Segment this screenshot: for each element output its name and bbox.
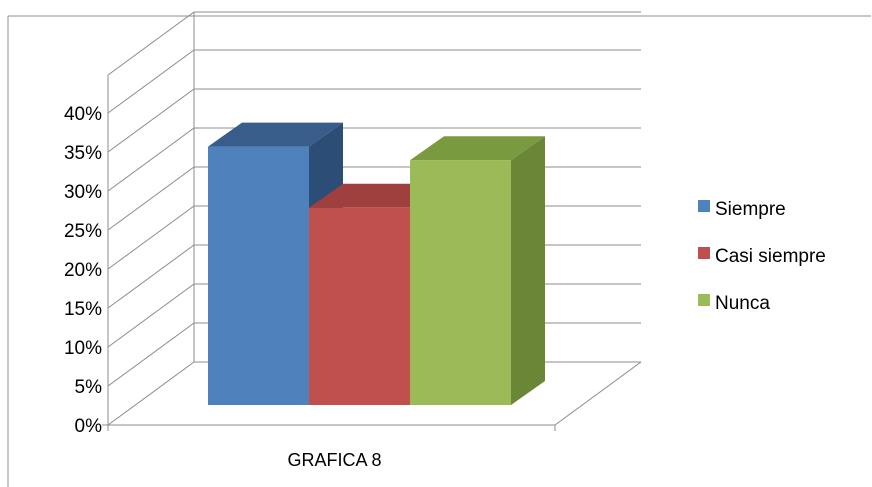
bar-front xyxy=(208,146,309,405)
bar-nunca xyxy=(410,136,545,405)
gridline-top xyxy=(107,11,641,76)
bar-front xyxy=(309,207,410,405)
y-tick-label: 20% xyxy=(64,260,102,281)
legend-item: Siempre xyxy=(698,199,786,220)
legend: Siempre Casi siempre Nunca xyxy=(698,199,826,314)
gridline xyxy=(107,49,641,114)
bar-top xyxy=(410,136,545,161)
x-category-label: GRAFICA 8 xyxy=(287,450,381,470)
bar-top xyxy=(208,122,343,147)
y-tick-label: 40% xyxy=(64,104,102,125)
legend-item: Casi siempre xyxy=(698,246,826,267)
axes xyxy=(102,12,642,431)
bar-front xyxy=(410,160,511,405)
y-tick-label: 5% xyxy=(75,377,103,398)
legend-label: Siempre xyxy=(715,199,786,220)
y-tick-label: 35% xyxy=(64,143,102,164)
y-tick-label: 15% xyxy=(64,299,102,320)
y-tick-label: 30% xyxy=(64,182,102,203)
x-category-labels: GRAFICA 8 xyxy=(287,450,381,470)
gridline xyxy=(107,127,641,192)
legend-swatch xyxy=(698,294,710,306)
y-tick-label: 10% xyxy=(64,338,102,359)
legend-label: Nunca xyxy=(715,293,770,314)
bars xyxy=(208,122,545,405)
legend-swatch xyxy=(698,247,710,259)
y-tick-label: 0% xyxy=(75,416,103,437)
y-tick-labels: 0% 5% 10% 15% 20% 25% 30% 35% 40% xyxy=(64,104,102,437)
legend-label: Casi siempre xyxy=(715,246,826,267)
gridline xyxy=(107,88,641,153)
legend-swatch xyxy=(698,200,710,212)
bar-side xyxy=(511,136,545,405)
y-tick-label: 25% xyxy=(64,221,102,242)
legend-item: Nunca xyxy=(698,293,770,314)
